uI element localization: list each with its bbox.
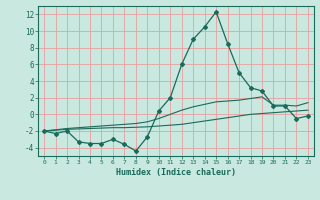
X-axis label: Humidex (Indice chaleur): Humidex (Indice chaleur) — [116, 168, 236, 177]
